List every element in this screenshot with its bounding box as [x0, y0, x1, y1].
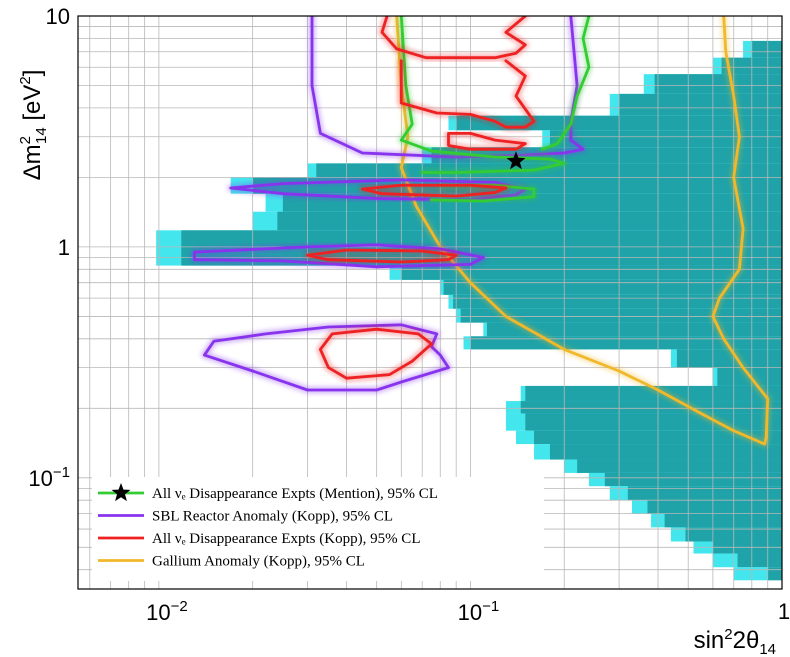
- legend-entry-1: SBL Reactor Anomaly (Kopp), 95% CL: [98, 509, 393, 525]
- region-band-inner-33: [737, 553, 782, 568]
- region-band-inner-15: [453, 294, 782, 309]
- x-tick-label-2: 1: [778, 599, 790, 624]
- legend-box: [92, 477, 544, 581]
- best-fit-star: [506, 151, 526, 170]
- legend-entry-3: Gallium Anomaly (Kopp), 95% CL: [98, 554, 365, 570]
- contour-3-5: [319, 327, 433, 380]
- region-band-inner-17: [486, 322, 782, 337]
- legend-label-2: All νₑ Disappearance Expts (Kopp), 95% C…: [152, 531, 420, 547]
- contour-3-1: [399, 59, 536, 129]
- region-band-inner-11: [181, 230, 782, 247]
- contour-1-2: [193, 243, 485, 269]
- region-band-inner-10: [277, 211, 782, 231]
- y-tick-label-0: 10−1: [28, 464, 70, 491]
- x-tick-label-1: 10−1: [458, 598, 500, 625]
- region-band-inner-29: [647, 500, 782, 514]
- region-band-inner-0: [751, 40, 782, 58]
- best-fit-markers: [506, 151, 526, 170]
- y-tick-label-1: 1: [58, 235, 70, 260]
- y-tick-labels: 10−1 1 10: [28, 4, 70, 491]
- y-axis-title: Δm214 [eV2]: [17, 70, 50, 181]
- x-axis-title: sin22θ14: [694, 626, 776, 657]
- region-band-inner-22: [520, 401, 782, 414]
- region-band-inner-2: [654, 74, 782, 94]
- region-band-inner-26: [577, 459, 782, 473]
- contour-1-3: [203, 323, 450, 392]
- legend-label-0: All νₑ Disappearance Expts (Mention), 95…: [152, 486, 438, 502]
- contour-2-2: [540, 16, 591, 151]
- contour-0-0: [395, 16, 770, 446]
- region-band-inner-25: [549, 444, 782, 460]
- contour-3-2: [447, 132, 527, 151]
- legend: All νₑ Disappearance Expts (Mention), 95…: [92, 477, 544, 581]
- region-band-inner-23: [525, 413, 782, 431]
- legend-star-icon: [111, 483, 131, 502]
- contour-2-0: [399, 16, 566, 174]
- series-2: [397, 16, 593, 205]
- region-band-inner-27: [604, 472, 782, 487]
- region-band-inner-21: [525, 385, 782, 402]
- contour-3-0: [380, 16, 527, 60]
- contour-3-3: [361, 183, 508, 198]
- legend-label-1: SBL Reactor Anomaly (Kopp), 95% CL: [152, 509, 393, 525]
- legend-label-3: Gallium Anomaly (Kopp), 95% CL: [152, 554, 365, 570]
- region-band-inner-19: [676, 349, 782, 368]
- region-band-inner-28: [627, 486, 782, 501]
- region-band-inner-16: [460, 308, 782, 323]
- contours: [190, 16, 772, 448]
- legend-entry-2: All νₑ Disappearance Expts (Kopp), 95% C…: [98, 531, 420, 547]
- region-band-inner-18: [470, 336, 782, 350]
- legend-entry-0: All νₑ Disappearance Expts (Mention), 95…: [98, 483, 438, 502]
- plot-frame: [77, 15, 783, 590]
- series-0: [393, 16, 772, 448]
- series-3: [304, 16, 538, 382]
- region-band-inner-30: [664, 513, 782, 528]
- region-band-inner-14: [443, 279, 782, 295]
- region-band-inner-3: [619, 93, 782, 116]
- y-tick-label-2: 10: [46, 4, 70, 29]
- region-band-inner-34: [767, 567, 782, 581]
- region-band-inner-5: [549, 130, 782, 148]
- contour-3-4: [306, 248, 458, 264]
- x-tick-labels: 10−2 10−1 1: [146, 598, 790, 625]
- x-tick-label-0: 10−2: [146, 598, 188, 625]
